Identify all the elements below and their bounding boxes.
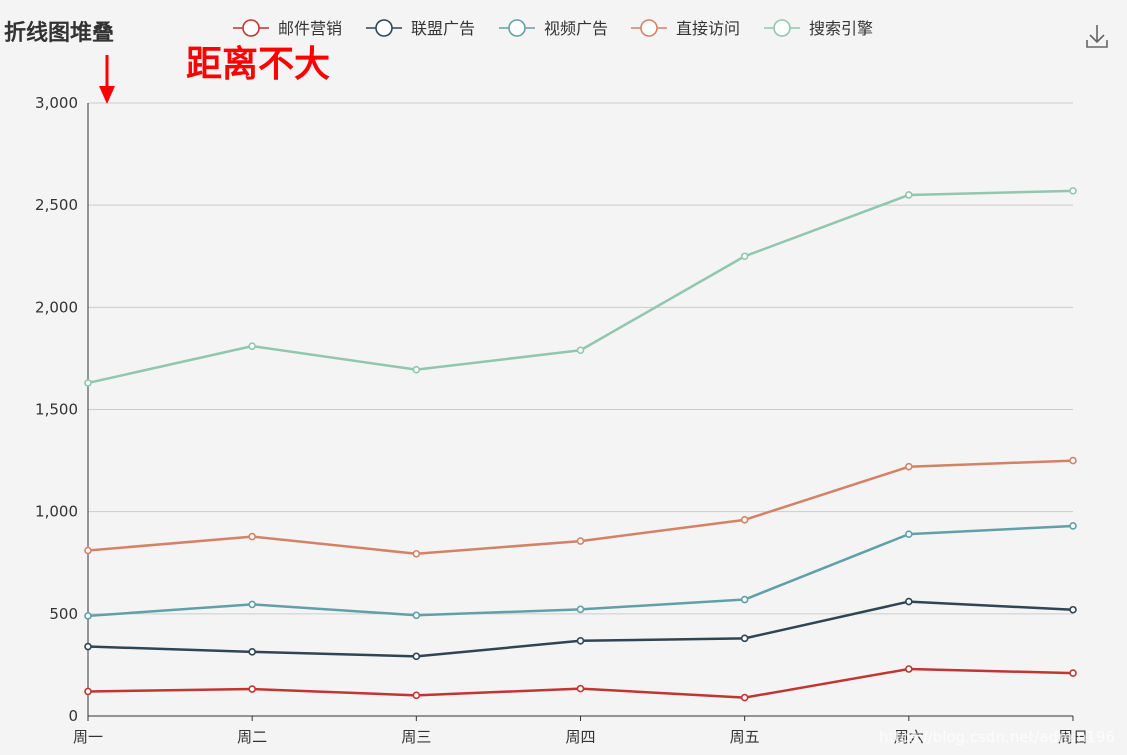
chart-title: 折线图堆叠 (4, 20, 114, 46)
legend-label: 邮件营销 (278, 19, 342, 38)
series-line-0 (87, 667, 1074, 699)
y-tick-label: 3,000 (35, 94, 78, 112)
y-tick-label: 1,000 (35, 503, 78, 521)
data-point[interactable] (412, 691, 421, 700)
data-point[interactable] (248, 600, 256, 609)
data-point[interactable] (84, 379, 92, 387)
data-point[interactable] (905, 665, 913, 673)
data-point[interactable] (740, 634, 749, 643)
data-point[interactable] (576, 346, 585, 355)
x-tick-label: 周六 (894, 728, 924, 746)
legend-item-1[interactable]: 联盟广告 (366, 19, 475, 38)
data-point[interactable] (412, 611, 421, 620)
data-point[interactable] (740, 516, 749, 524)
x-tick-label: 周日 (1058, 728, 1088, 746)
data-point[interactable] (412, 549, 421, 558)
data-point[interactable] (248, 342, 256, 350)
data-point[interactable] (905, 530, 913, 538)
legend-item-4[interactable]: 搜索引擎 (764, 19, 873, 38)
grid-layer (88, 102, 1073, 615)
series-layer (84, 187, 1077, 702)
data-point[interactable] (576, 537, 585, 545)
data-point[interactable] (1069, 522, 1077, 530)
data-point[interactable] (576, 605, 585, 614)
legend-item-2[interactable]: 视频广告 (499, 19, 608, 38)
data-point[interactable] (84, 546, 92, 555)
data-point[interactable] (248, 648, 256, 656)
data-point[interactable] (576, 637, 585, 645)
data-point[interactable] (576, 684, 585, 693)
data-point[interactable] (1069, 187, 1077, 195)
x-tick-label: 周五 (730, 728, 760, 746)
annotation-arrow (99, 55, 115, 104)
data-point[interactable] (84, 612, 92, 620)
x-tick-label: 周二 (237, 728, 267, 746)
data-point[interactable] (905, 191, 913, 199)
watermark: https://blog.csdn.net/admin196 (879, 728, 1115, 746)
data-point[interactable] (740, 693, 749, 702)
x-tick-label: 周三 (401, 728, 431, 746)
legend[interactable]: 邮件营销 联盟广告 视频广告 直接访问 搜索引擎 (233, 19, 873, 38)
y-tick-label: 2,000 (35, 298, 78, 316)
legend-label: 搜索引擎 (809, 19, 873, 38)
legend-marker (773, 19, 791, 37)
legend-marker (242, 19, 260, 37)
series-line-4 (87, 189, 1074, 385)
y-tick-label: 500 (49, 605, 78, 623)
y-tick-label: 1,500 (35, 401, 78, 419)
legend-label: 直接访问 (676, 19, 740, 38)
download-icon[interactable] (1082, 20, 1112, 52)
data-point[interactable] (84, 687, 92, 696)
data-point[interactable] (248, 685, 256, 693)
data-point[interactable] (905, 597, 913, 606)
legend-item-3[interactable]: 直接访问 (631, 19, 740, 38)
annotation-arrow-head (99, 86, 115, 104)
legend-item-0[interactable]: 邮件营销 (233, 19, 342, 38)
legend-marker (375, 19, 393, 37)
data-point[interactable] (740, 252, 749, 261)
data-point[interactable] (1069, 669, 1077, 677)
data-point[interactable] (905, 462, 913, 471)
legend-label: 联盟广告 (411, 19, 475, 38)
x-tick-label: 周四 (565, 728, 595, 746)
data-point[interactable] (1069, 605, 1077, 614)
x-tick-label: 周一 (73, 728, 103, 746)
annotation-text: 距离不大 (186, 44, 330, 85)
axis-layer: 0 500 1,000 1,500 2,000 2,500 3,000 周一 周二 周三 周四 周五 周… (35, 94, 1088, 746)
legend-marker (640, 19, 658, 37)
y-tick-label: 2,500 (35, 196, 78, 214)
legend-label: 视频广告 (544, 19, 608, 38)
y-tick-label: 0 (68, 707, 78, 725)
data-point[interactable] (412, 365, 421, 374)
legend-marker (508, 19, 526, 37)
data-point[interactable] (740, 595, 749, 604)
data-point[interactable] (84, 642, 92, 651)
data-point[interactable] (1069, 456, 1077, 465)
data-point[interactable] (412, 652, 421, 661)
data-point[interactable] (248, 532, 256, 541)
